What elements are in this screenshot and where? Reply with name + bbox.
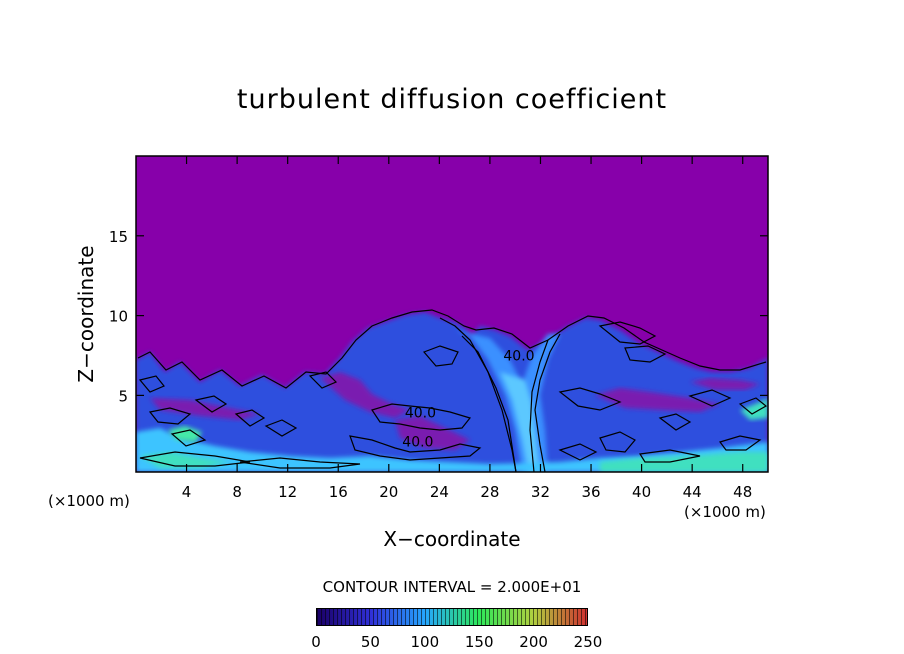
colorbar xyxy=(316,608,588,626)
x-unit-label-right: (×1000 m) xyxy=(684,503,766,521)
plume-core xyxy=(500,372,540,472)
x-axis-label: X−coordinate xyxy=(383,527,521,551)
x-tick-label: 40 xyxy=(632,483,651,501)
plot-frame xyxy=(135,155,769,473)
x-tick-label: 12 xyxy=(278,483,297,501)
y-tick-label: 10 xyxy=(109,308,128,326)
intrusion xyxy=(595,388,720,412)
x-tick-label: 4 xyxy=(182,483,192,501)
x-tick-label: 48 xyxy=(733,483,752,501)
intrusion xyxy=(320,372,410,418)
x-axis: 4 8 12 16 20 24 28 32 36 40 44 48 xyxy=(182,156,752,501)
colorbar-tick-label: 200 xyxy=(519,633,548,651)
surface-peak xyxy=(140,452,230,468)
colorbar-tick-label: 50 xyxy=(360,633,380,651)
x-tick-label: 8 xyxy=(232,483,242,501)
surface-peak xyxy=(740,398,768,420)
colorbar-tick-label: 250 xyxy=(573,633,603,651)
turbulence-field xyxy=(136,156,768,472)
x-tick-label: 20 xyxy=(379,483,398,501)
intrusion xyxy=(395,416,470,450)
contour-interval-text: CONTOUR INTERVAL = 2.000E+01 xyxy=(322,578,582,596)
y-tick-label: 5 xyxy=(118,387,128,405)
intrusion xyxy=(150,398,260,420)
x-tick-label: 36 xyxy=(581,483,600,501)
contour-lines xyxy=(137,309,768,472)
colorbar-tick-label: 150 xyxy=(464,633,494,651)
x-tick-label: 32 xyxy=(531,483,550,501)
chart-title: turbulent diffusion coefficient xyxy=(236,84,668,115)
x-tick-label: 28 xyxy=(480,483,499,501)
intrusion xyxy=(690,378,760,390)
x-tick-label: 24 xyxy=(430,483,449,501)
colorbar-tick-label: 0 xyxy=(311,633,321,651)
y-axis-label: Z−coordinate xyxy=(74,245,98,383)
contour-label: 40.0 xyxy=(402,434,433,450)
y-tick-label: 15 xyxy=(109,228,128,246)
contour-label: 40.0 xyxy=(503,348,534,364)
x-unit-label-left: (×1000 m) xyxy=(48,492,130,510)
colorbar-tick-label: 100 xyxy=(410,633,440,651)
x-tick-label: 44 xyxy=(683,483,702,501)
turbulent-layer xyxy=(136,312,768,472)
contour-label: 40.0 xyxy=(405,406,436,422)
x-tick-label: 16 xyxy=(329,483,348,501)
contour-labels: 40.0 40.0 40.0 xyxy=(402,348,534,450)
y-axis: 5 10 15 xyxy=(109,228,768,405)
